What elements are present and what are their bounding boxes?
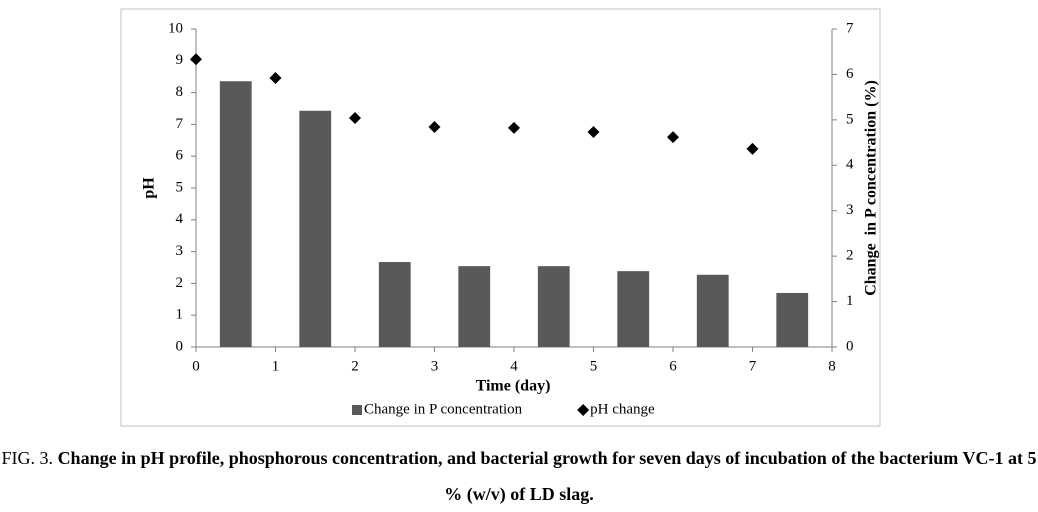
y-tick-label: 8 — [176, 84, 184, 100]
caption: FIG. 3. Change in pH profile, phosphorou… — [0, 440, 1038, 512]
x-tick-label: 0 — [192, 358, 200, 374]
y-tick-label: 10 — [168, 20, 183, 36]
caption-label: FIG. 3. — [1, 448, 54, 468]
y2-tick-label: 5 — [846, 111, 854, 127]
y-tick-label: 2 — [176, 275, 184, 291]
point — [428, 120, 441, 133]
legend-label: pH change — [590, 401, 655, 417]
y-tick-label: 9 — [176, 52, 184, 68]
point — [269, 71, 282, 84]
x-tick-label: 1 — [272, 358, 280, 374]
y2-tick-label: 2 — [846, 248, 854, 264]
bar — [378, 262, 411, 347]
bar — [696, 274, 729, 347]
point — [746, 142, 759, 155]
legend-label: Change in P concentration — [364, 401, 523, 417]
x-tick-label: 3 — [431, 358, 439, 374]
y-tick-label: 7 — [176, 116, 184, 132]
point — [508, 121, 520, 134]
bar — [219, 81, 252, 347]
chart: Time (day) pH Change in P concentration … — [120, 8, 881, 427]
x-tick-label: 7 — [749, 358, 757, 374]
x-tick-label: 2 — [351, 358, 359, 374]
point — [190, 53, 202, 66]
x-axis-title: Time (day) — [476, 378, 551, 395]
y-axis-title: pH — [141, 177, 158, 199]
y-tick-label: 0 — [176, 338, 184, 354]
x-tick-label: 6 — [669, 358, 677, 374]
y-tick-label: 4 — [176, 211, 184, 227]
x-tick-label: 8 — [828, 358, 836, 374]
point — [667, 131, 679, 144]
bar — [458, 266, 491, 347]
y2-tick-label: 4 — [846, 157, 854, 173]
bar — [617, 271, 650, 347]
caption-text: Change in pH profile, phosphorous concen… — [57, 448, 1037, 504]
y2-tick-label: 6 — [846, 66, 854, 82]
legend-swatch — [352, 405, 362, 415]
y2-tick-label: 1 — [846, 293, 854, 309]
bar — [299, 110, 332, 348]
y2-tick-label: 3 — [846, 202, 854, 218]
y2-axis-title: Change in P concentration (%) — [863, 80, 880, 296]
bar — [776, 292, 809, 347]
x-tick-label: 4 — [510, 358, 518, 374]
y2-tick-label: 0 — [846, 338, 854, 354]
legend-swatch — [577, 404, 590, 416]
y-tick-label: 1 — [176, 307, 184, 323]
y-tick-label: 3 — [176, 243, 184, 259]
point — [587, 126, 600, 139]
x-tick-label: 5 — [590, 358, 598, 374]
bar — [537, 266, 570, 347]
point — [349, 112, 361, 125]
chart-frame — [120, 8, 881, 427]
y2-tick-label: 7 — [846, 20, 854, 36]
y-tick-label: 5 — [176, 179, 184, 195]
y-tick-label: 6 — [176, 148, 184, 164]
